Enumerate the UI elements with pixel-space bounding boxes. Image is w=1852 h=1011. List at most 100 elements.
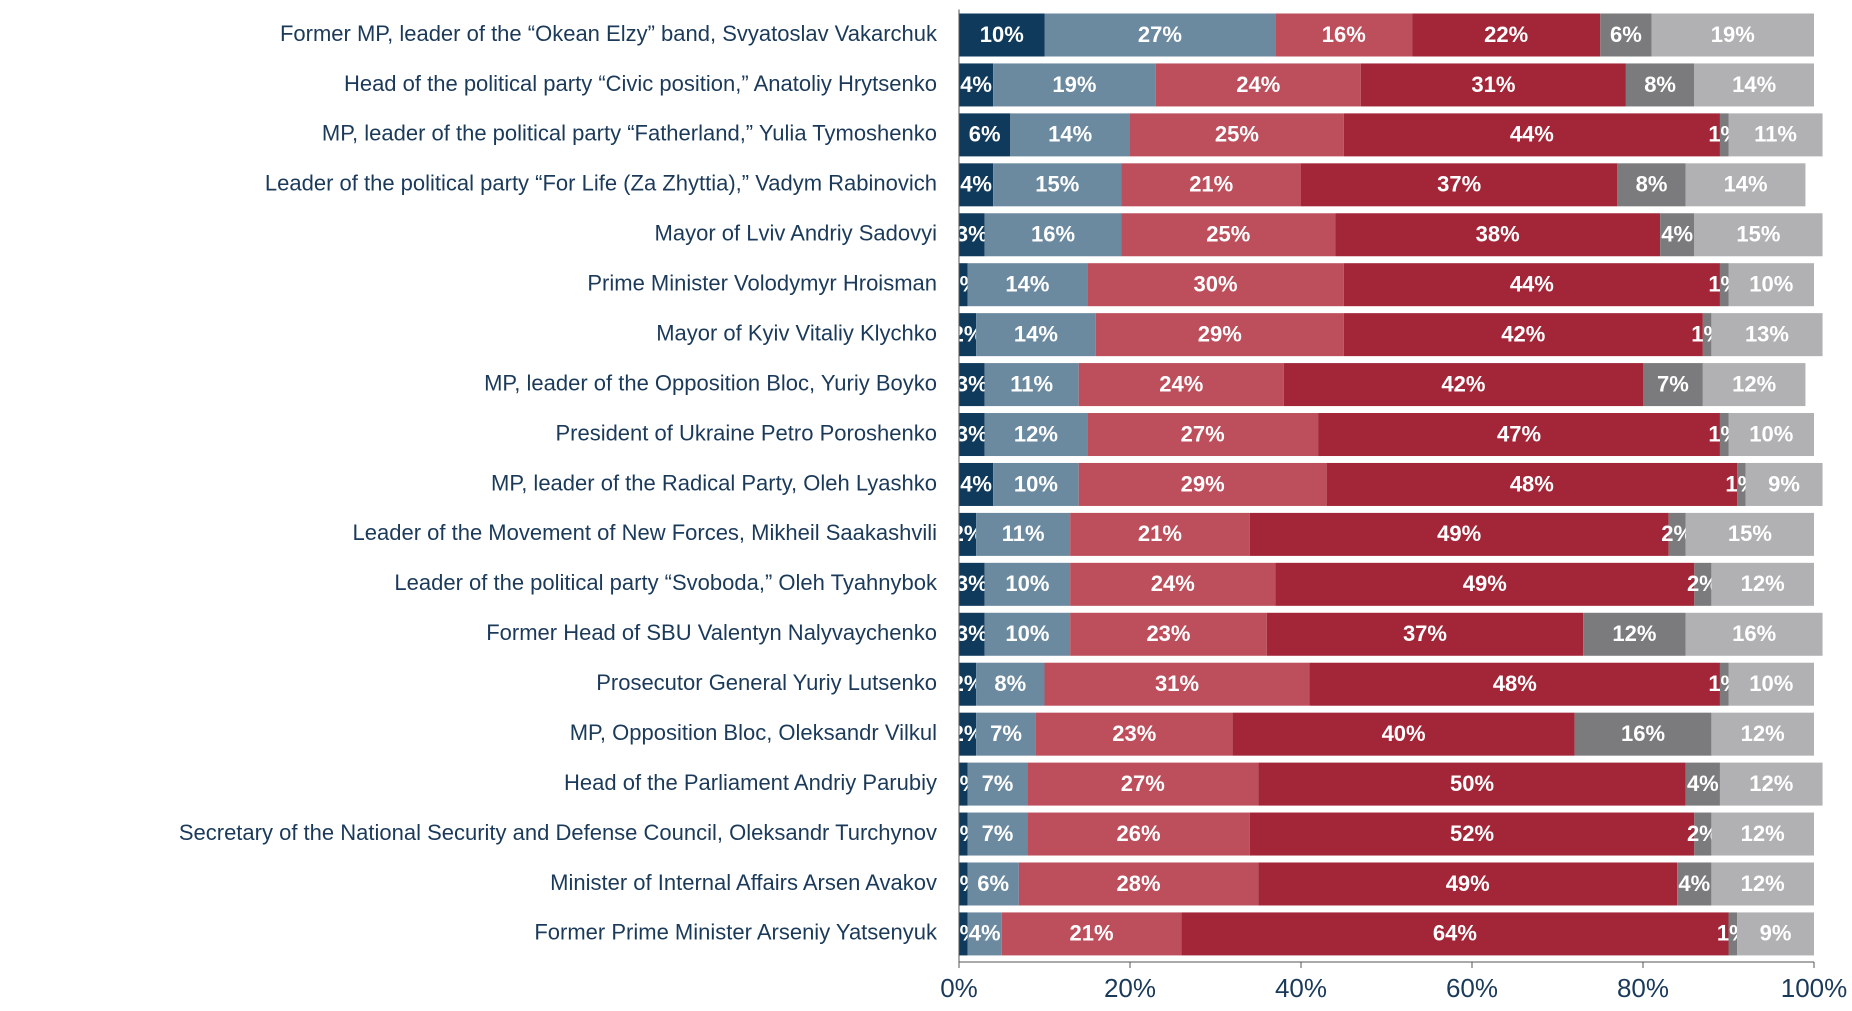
- bar-segment: [967, 912, 1002, 956]
- bar-segment: [1643, 363, 1703, 407]
- bar-segment: [1249, 512, 1669, 556]
- bar-segment: [984, 213, 1122, 257]
- bar-segment: [1232, 712, 1575, 756]
- value-label: 4%: [960, 172, 992, 197]
- bar-segment: [984, 413, 1088, 457]
- bar-segment: [1035, 712, 1233, 756]
- category-label: Former MP, leader of the “Okean Elzy” ba…: [280, 21, 938, 46]
- category-label: Prime Minister Volodymyr Hroisman: [587, 271, 937, 296]
- value-label: 26%: [1117, 821, 1161, 846]
- x-tick-label: 40%: [1275, 973, 1327, 1003]
- value-label: 47%: [1497, 421, 1541, 446]
- value-label: 4%: [960, 471, 992, 496]
- bar-segment: [959, 163, 994, 207]
- bar-segment: [1660, 213, 1695, 257]
- bar-segment: [959, 862, 968, 906]
- value-label: 25%: [1206, 222, 1250, 247]
- value-label: 19%: [1711, 22, 1755, 47]
- value-label: 28%: [1117, 871, 1161, 896]
- x-tick-label: 20%: [1104, 973, 1156, 1003]
- bar-segment: [1737, 462, 1746, 506]
- bar-segment: [1326, 462, 1738, 506]
- x-tick-label: 100%: [1781, 973, 1848, 1003]
- bar-segment: [967, 263, 1088, 307]
- bar-segment: [1121, 213, 1336, 257]
- value-label: 27%: [1121, 771, 1165, 796]
- value-label: 11%: [1010, 371, 1053, 396]
- bar-segment: [1360, 63, 1626, 107]
- category-label: Former Head of SBU Valentyn Nalyvaychenk…: [486, 620, 937, 645]
- bar-segment: [959, 213, 985, 257]
- value-label: 4%: [969, 921, 1001, 946]
- category-label: Head of the political party “Civic posit…: [344, 71, 937, 96]
- bar-segment: [1010, 113, 1130, 157]
- category-label: Prosecutor General Yuriy Lutsenko: [596, 670, 937, 695]
- value-label: 22%: [1484, 22, 1528, 47]
- value-label: 10%: [1005, 621, 1049, 646]
- value-label: 23%: [1112, 721, 1156, 746]
- value-label: 16%: [1732, 621, 1776, 646]
- bar-segment: [1600, 13, 1652, 57]
- bar-segment: [1343, 113, 1720, 157]
- value-label: 15%: [1728, 521, 1772, 546]
- value-label: 10%: [1749, 272, 1793, 297]
- bar-segment: [959, 562, 985, 606]
- value-label: 10%: [1014, 471, 1058, 496]
- value-label: 44%: [1510, 122, 1554, 147]
- bar-segment: [959, 263, 968, 307]
- value-label: 21%: [1070, 921, 1114, 946]
- value-label: 13%: [1745, 321, 1789, 346]
- value-label: 16%: [1031, 222, 1075, 247]
- value-label: 31%: [1471, 72, 1515, 97]
- bar-segment: [959, 512, 977, 556]
- value-label: 7%: [982, 771, 1014, 796]
- bar-segment: [976, 512, 1071, 556]
- bar-segment: [1711, 862, 1814, 906]
- value-label: 6%: [977, 871, 1009, 896]
- value-label: 42%: [1441, 371, 1485, 396]
- value-label: 10%: [1749, 671, 1793, 696]
- bar-segment: [1685, 512, 1814, 556]
- value-label: 48%: [1510, 471, 1554, 496]
- value-label: 3%: [956, 371, 988, 396]
- x-tick-label: 80%: [1617, 973, 1669, 1003]
- bar-segment: [1155, 63, 1361, 107]
- bar-segment: [1719, 263, 1729, 307]
- bar-segment: [967, 862, 1019, 906]
- bar-segment: [1301, 163, 1618, 207]
- bar-segment: [1711, 712, 1814, 756]
- bar-segment: [1027, 762, 1259, 806]
- bar-segment: [1087, 263, 1344, 307]
- value-label: 42%: [1501, 321, 1545, 346]
- bar-segment: [1258, 762, 1686, 806]
- category-label: Mayor of Kyiv Vitaliy Klychko: [656, 320, 937, 345]
- value-label: 14%: [1732, 72, 1776, 97]
- bar-segment: [1078, 462, 1327, 506]
- bar-segment: [1728, 912, 1738, 956]
- value-label: 12%: [1741, 721, 1785, 746]
- category-label: Mayor of Lviv Andriy Sadovyi: [655, 221, 937, 246]
- value-label: 12%: [1741, 571, 1785, 596]
- value-label: 21%: [1189, 172, 1233, 197]
- value-label: 31%: [1155, 671, 1199, 696]
- bar-segment: [1694, 63, 1814, 107]
- bar-segment: [959, 812, 968, 856]
- value-label: 9%: [1768, 471, 1800, 496]
- bar-segment: [1719, 413, 1729, 457]
- bar-segment: [1335, 213, 1661, 257]
- value-label: 4%: [1678, 871, 1710, 896]
- bar-segment: [1283, 363, 1643, 407]
- bar-segment: [1266, 612, 1584, 656]
- value-label: 25%: [1215, 122, 1259, 147]
- value-label: 64%: [1433, 921, 1477, 946]
- bar-segment: [1694, 812, 1712, 856]
- value-label: 14%: [1048, 122, 1092, 147]
- bar-segment: [1027, 812, 1250, 856]
- value-label: 37%: [1403, 621, 1447, 646]
- bar-segment: [1745, 462, 1823, 506]
- bar-segment: [1702, 313, 1712, 357]
- bar-segment: [1275, 562, 1695, 606]
- bar-segment: [1685, 612, 1823, 656]
- value-label: 12%: [1741, 871, 1785, 896]
